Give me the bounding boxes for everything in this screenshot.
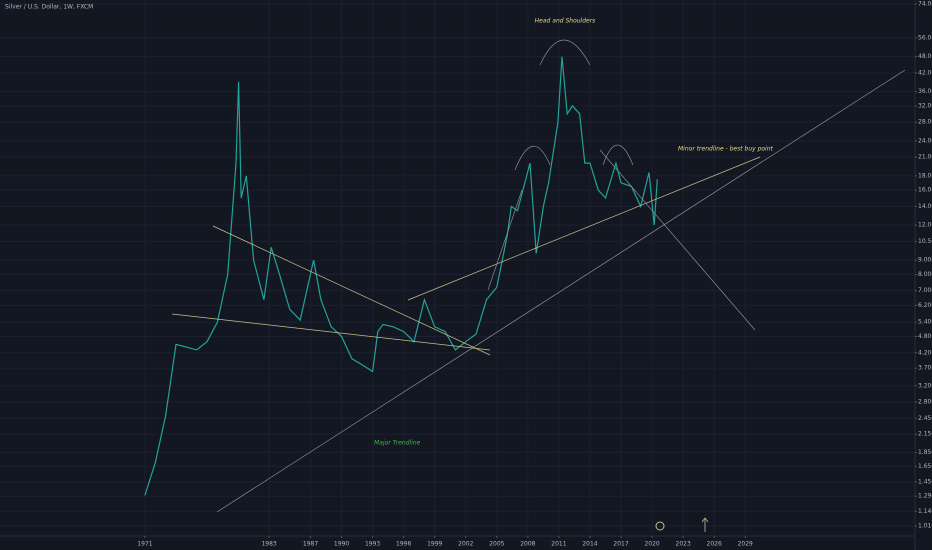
- y-tick-label: 12.000: [918, 222, 932, 229]
- y-tick-label: 2.800: [918, 399, 932, 406]
- x-tick-label: 2029: [738, 541, 753, 548]
- y-tick-label: 24.000: [918, 137, 932, 144]
- x-tick-label: 2005: [489, 541, 504, 548]
- y-tick-label: 1.290: [918, 493, 932, 500]
- annotation: Head and Shoulders: [535, 18, 596, 25]
- y-tick-label: 1.450: [918, 479, 932, 486]
- x-tick-label: 1990: [334, 541, 349, 548]
- y-tick-label: 2.450: [918, 415, 932, 422]
- y-tick-label: 8.000: [918, 271, 932, 278]
- y-tick-label: 32.000: [918, 102, 932, 109]
- y-tick-label: 42.000: [918, 69, 932, 76]
- y-tick-label: 1.010: [918, 522, 932, 529]
- resistance-line: [212, 225, 491, 356]
- chart-title: Silver / U.S. Dollar, 1W, FXCM: [5, 4, 93, 11]
- y-tick-label: 9.000: [918, 257, 932, 264]
- price-line: [144, 56, 658, 496]
- x-tick-label: 2008: [520, 541, 535, 548]
- x-tick-label: 1993: [365, 541, 380, 548]
- x-tick-label: 2002: [458, 541, 473, 548]
- y-tick-label: 1.650: [918, 463, 932, 470]
- head-arc: [539, 39, 591, 66]
- y-tick-label: 74.000: [918, 1, 932, 8]
- x-tick-label: 2017: [613, 541, 628, 548]
- neckline-drop: [599, 149, 756, 331]
- minor-trendline: [407, 156, 761, 301]
- y-tick-label: 3.700: [918, 365, 932, 372]
- x-tick-label: 2014: [582, 541, 597, 548]
- y-tick-label: 18.000: [918, 172, 932, 179]
- y-tick-label: 48.000: [918, 53, 932, 60]
- support-line: [171, 313, 491, 351]
- left-shoulder-arc: [514, 145, 551, 171]
- y-tick-label: 4.200: [918, 349, 932, 356]
- channel-line: [487, 189, 523, 291]
- y-tick-label: 21.000: [918, 154, 932, 161]
- x-tick-label: 1971: [137, 541, 152, 548]
- y-tick-label: 16.000: [918, 187, 932, 194]
- x-tick-label: 1999: [427, 541, 442, 548]
- y-tick-label: 6.200: [918, 302, 932, 309]
- right-shoulder-arc: [602, 144, 634, 166]
- y-tick-label: 10.500: [918, 238, 932, 245]
- arrow-head: [701, 517, 709, 523]
- x-tick-label: 1996: [396, 541, 411, 548]
- y-tick-label: 56.000: [918, 34, 932, 41]
- annotation: Minor trendline - best buy point: [678, 146, 774, 153]
- x-tick-label: 1987: [303, 541, 318, 548]
- x-tick-label: 2026: [707, 541, 722, 548]
- annotation: Major Trendline: [374, 440, 421, 447]
- x-tick-label: 2011: [551, 541, 566, 548]
- drawings: [171, 39, 906, 513]
- y-tick-label: 28.000: [918, 119, 932, 126]
- y-tick-label: 4.800: [918, 333, 932, 340]
- coin-icon[interactable]: [655, 521, 665, 531]
- y-tick-label: 36.000: [918, 88, 932, 95]
- y-tick-label: 7.000: [918, 287, 932, 294]
- plot: [144, 56, 658, 496]
- y-tick-label: 2.150: [918, 431, 932, 438]
- x-tick-label: 1983: [261, 541, 276, 548]
- y-tick-label: 14.000: [918, 203, 932, 210]
- x-tick-label: 2023: [676, 541, 691, 548]
- grid: [0, 0, 915, 536]
- y-tick-label: 1.850: [918, 449, 932, 456]
- major-trendline: [216, 69, 906, 513]
- y-tick-label: 5.400: [918, 319, 932, 326]
- y-tick-label: 1.140: [918, 508, 932, 515]
- x-tick-label: 2020: [644, 541, 659, 548]
- y-tick-label: 3.200: [918, 382, 932, 389]
